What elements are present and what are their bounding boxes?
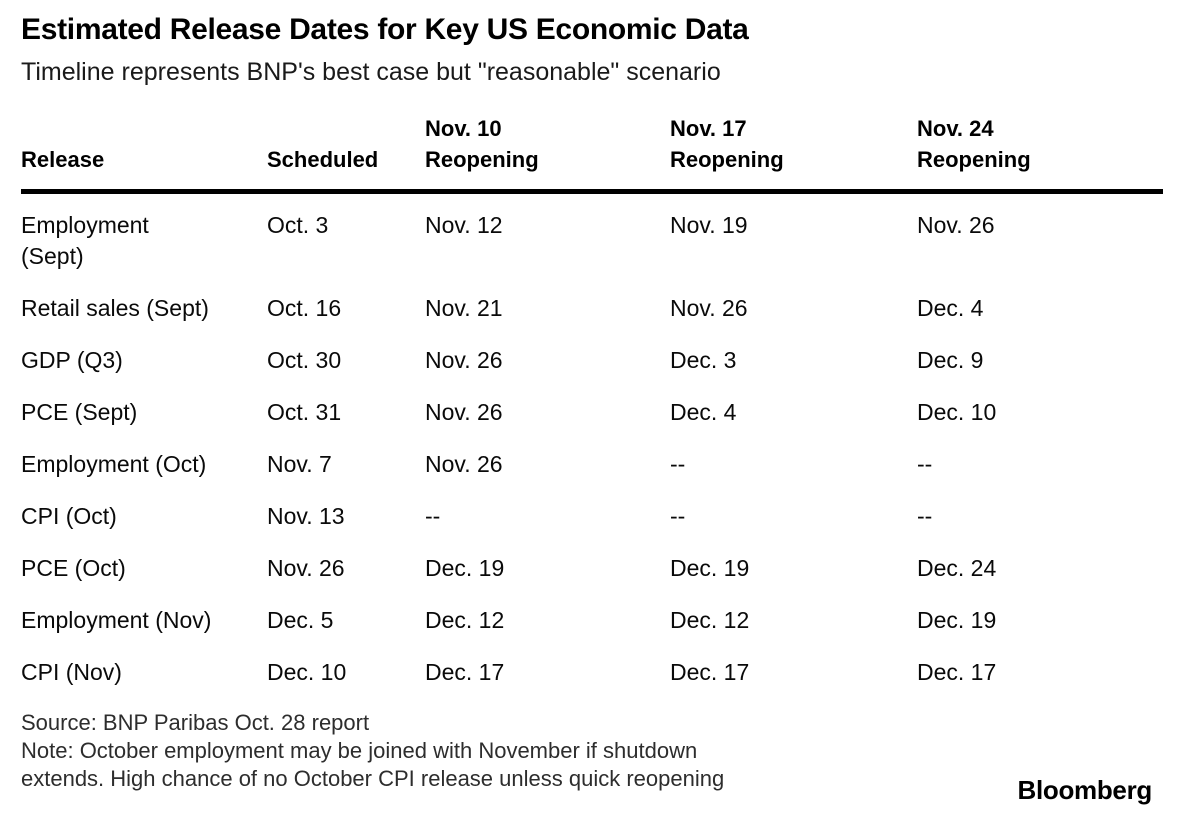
release-date-cell: -- — [670, 451, 686, 477]
column-header-scheduled: Scheduled — [267, 147, 379, 172]
release-date-cell: Dec. 12 — [670, 607, 750, 633]
release-date-cell: Nov. 26 — [267, 555, 345, 581]
chart-title: Estimated Release Dates for Key US Econo… — [21, 13, 749, 46]
release-date-cell: Dec. 19 — [425, 555, 505, 581]
release-name-cell: PCE (Sept) — [21, 399, 138, 425]
footer: Source: BNP Paribas Oct. 28 report Note:… — [21, 709, 1163, 793]
table-row: Employment (Nov) Dec. 5 Dec. 12 Dec. 12 Dec.… — [21, 605, 1163, 636]
table-row: CPI (Nov) Dec. 10 Dec. 17 Dec. 17 Dec. 17 — [21, 657, 1163, 688]
release-name-cell: Retail sales (Sept) — [21, 295, 209, 321]
release-date-cell: Dec. 3 — [670, 347, 737, 373]
release-name-cell: PCE (Oct) — [21, 555, 126, 581]
table-row: GDP (Q3) Oct. 30 Nov. 26 Dec. 3 Dec. 9 — [21, 345, 1163, 376]
release-date-cell: Nov. 12 — [425, 212, 503, 238]
release-date-cell: Dec. 17 — [917, 659, 997, 685]
release-name-cell: CPI (Nov) — [21, 659, 122, 685]
table-row: Employment (Sept) Oct. 3 Nov. 12 Nov. 19 Nov… — [21, 210, 1163, 272]
release-date-cell: Dec. 24 — [917, 555, 997, 581]
release-date-cell: Oct. 30 — [267, 347, 342, 373]
release-date-cell: Dec. 9 — [917, 347, 984, 373]
bloomberg-logo: Bloomberg — [1017, 775, 1152, 805]
release-date-cell: Nov. 26 — [425, 399, 503, 425]
release-date-cell: Dec. 12 — [425, 607, 505, 633]
release-date-cell: Nov. 26 — [425, 347, 503, 373]
release-date-cell: Dec. 4 — [917, 295, 984, 321]
release-date-cell: Nov. 26 — [917, 212, 995, 238]
table-row: Employment (Oct) Nov. 7 Nov. 26 -- -- — [21, 449, 1163, 480]
release-date-cell: -- — [425, 503, 441, 529]
chart-subtitle: Timeline represents BNP's best case but … — [21, 58, 721, 86]
release-date-cell: Oct. 31 — [267, 399, 342, 425]
release-date-cell: Oct. 16 — [267, 295, 342, 321]
note-text: Note: October employment may be joined w… — [21, 738, 725, 791]
table-body: Employment (Sept) Oct. 3 Nov. 12 Nov. 19 Nov… — [21, 194, 1163, 688]
release-date-cell: Nov. 26 — [670, 295, 748, 321]
release-date-cell: Dec. 4 — [670, 399, 737, 425]
release-date-cell: Nov. 7 — [267, 451, 332, 477]
release-date-cell: Dec. 17 — [425, 659, 505, 685]
column-header-nov10-reopening: Nov. 10 Reopening — [425, 116, 539, 172]
release-date-cell: Dec. 19 — [917, 607, 997, 633]
release-name-cell: Employment (Sept) — [21, 212, 149, 269]
release-date-cell: Nov. 26 — [425, 451, 503, 477]
source-text: Source: BNP Paribas Oct. 28 report — [21, 710, 370, 735]
release-date-cell: Dec. 17 — [670, 659, 750, 685]
release-date-cell: Dec. 10 — [917, 399, 997, 425]
column-header-release: Release — [21, 147, 105, 172]
release-name-cell: GDP (Q3) — [21, 347, 123, 373]
release-date-cell: Nov. 13 — [267, 503, 345, 529]
release-date-cell: -- — [917, 503, 933, 529]
column-header-nov17-reopening: Nov. 17 Reopening — [670, 116, 784, 172]
release-date-cell: Dec. 19 — [670, 555, 750, 581]
release-date-cell: Nov. 19 — [670, 212, 748, 238]
release-name-cell: Employment (Oct) — [21, 451, 207, 477]
table-header-row: Release Scheduled Nov. 10 Reopening Nov.… — [21, 113, 1163, 194]
release-date-cell: Dec. 10 — [267, 659, 347, 685]
release-date-cell: -- — [917, 451, 933, 477]
release-date-cell: Oct. 3 — [267, 212, 329, 238]
column-header-nov24-reopening: Nov. 24 Reopening — [917, 116, 1031, 172]
release-date-cell: -- — [670, 503, 686, 529]
release-date-cell: Nov. 21 — [425, 295, 503, 321]
table-row: Retail sales (Sept) Oct. 16 Nov. 21 Nov. 26… — [21, 293, 1163, 324]
table-row: PCE (Sept) Oct. 31 Nov. 26 Dec. 4 Dec. 10 — [21, 397, 1163, 428]
table-row: CPI (Oct) Nov. 13 -- -- -- — [21, 501, 1163, 532]
table-row: PCE (Oct) Nov. 26 Dec. 19 Dec. 19 Dec. 24 — [21, 553, 1163, 584]
release-name-cell: CPI (Oct) — [21, 503, 117, 529]
release-date-cell: Dec. 5 — [267, 607, 334, 633]
release-name-cell: Employment (Nov) — [21, 607, 212, 633]
